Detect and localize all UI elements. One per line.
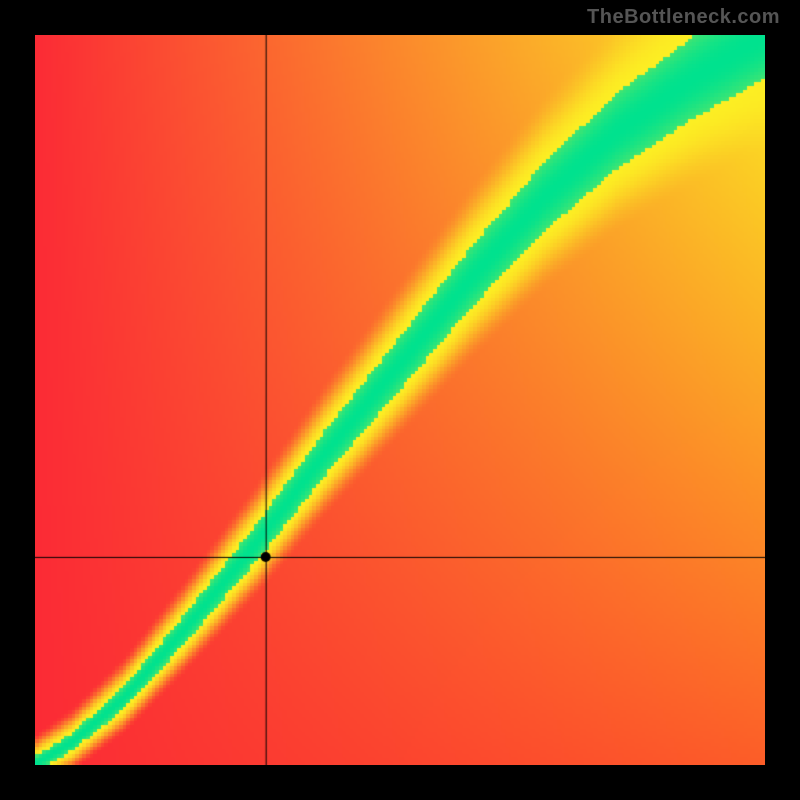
heatmap-plot [35, 35, 765, 765]
heatmap-canvas [35, 35, 765, 765]
watermark-text: TheBottleneck.com [587, 6, 780, 29]
